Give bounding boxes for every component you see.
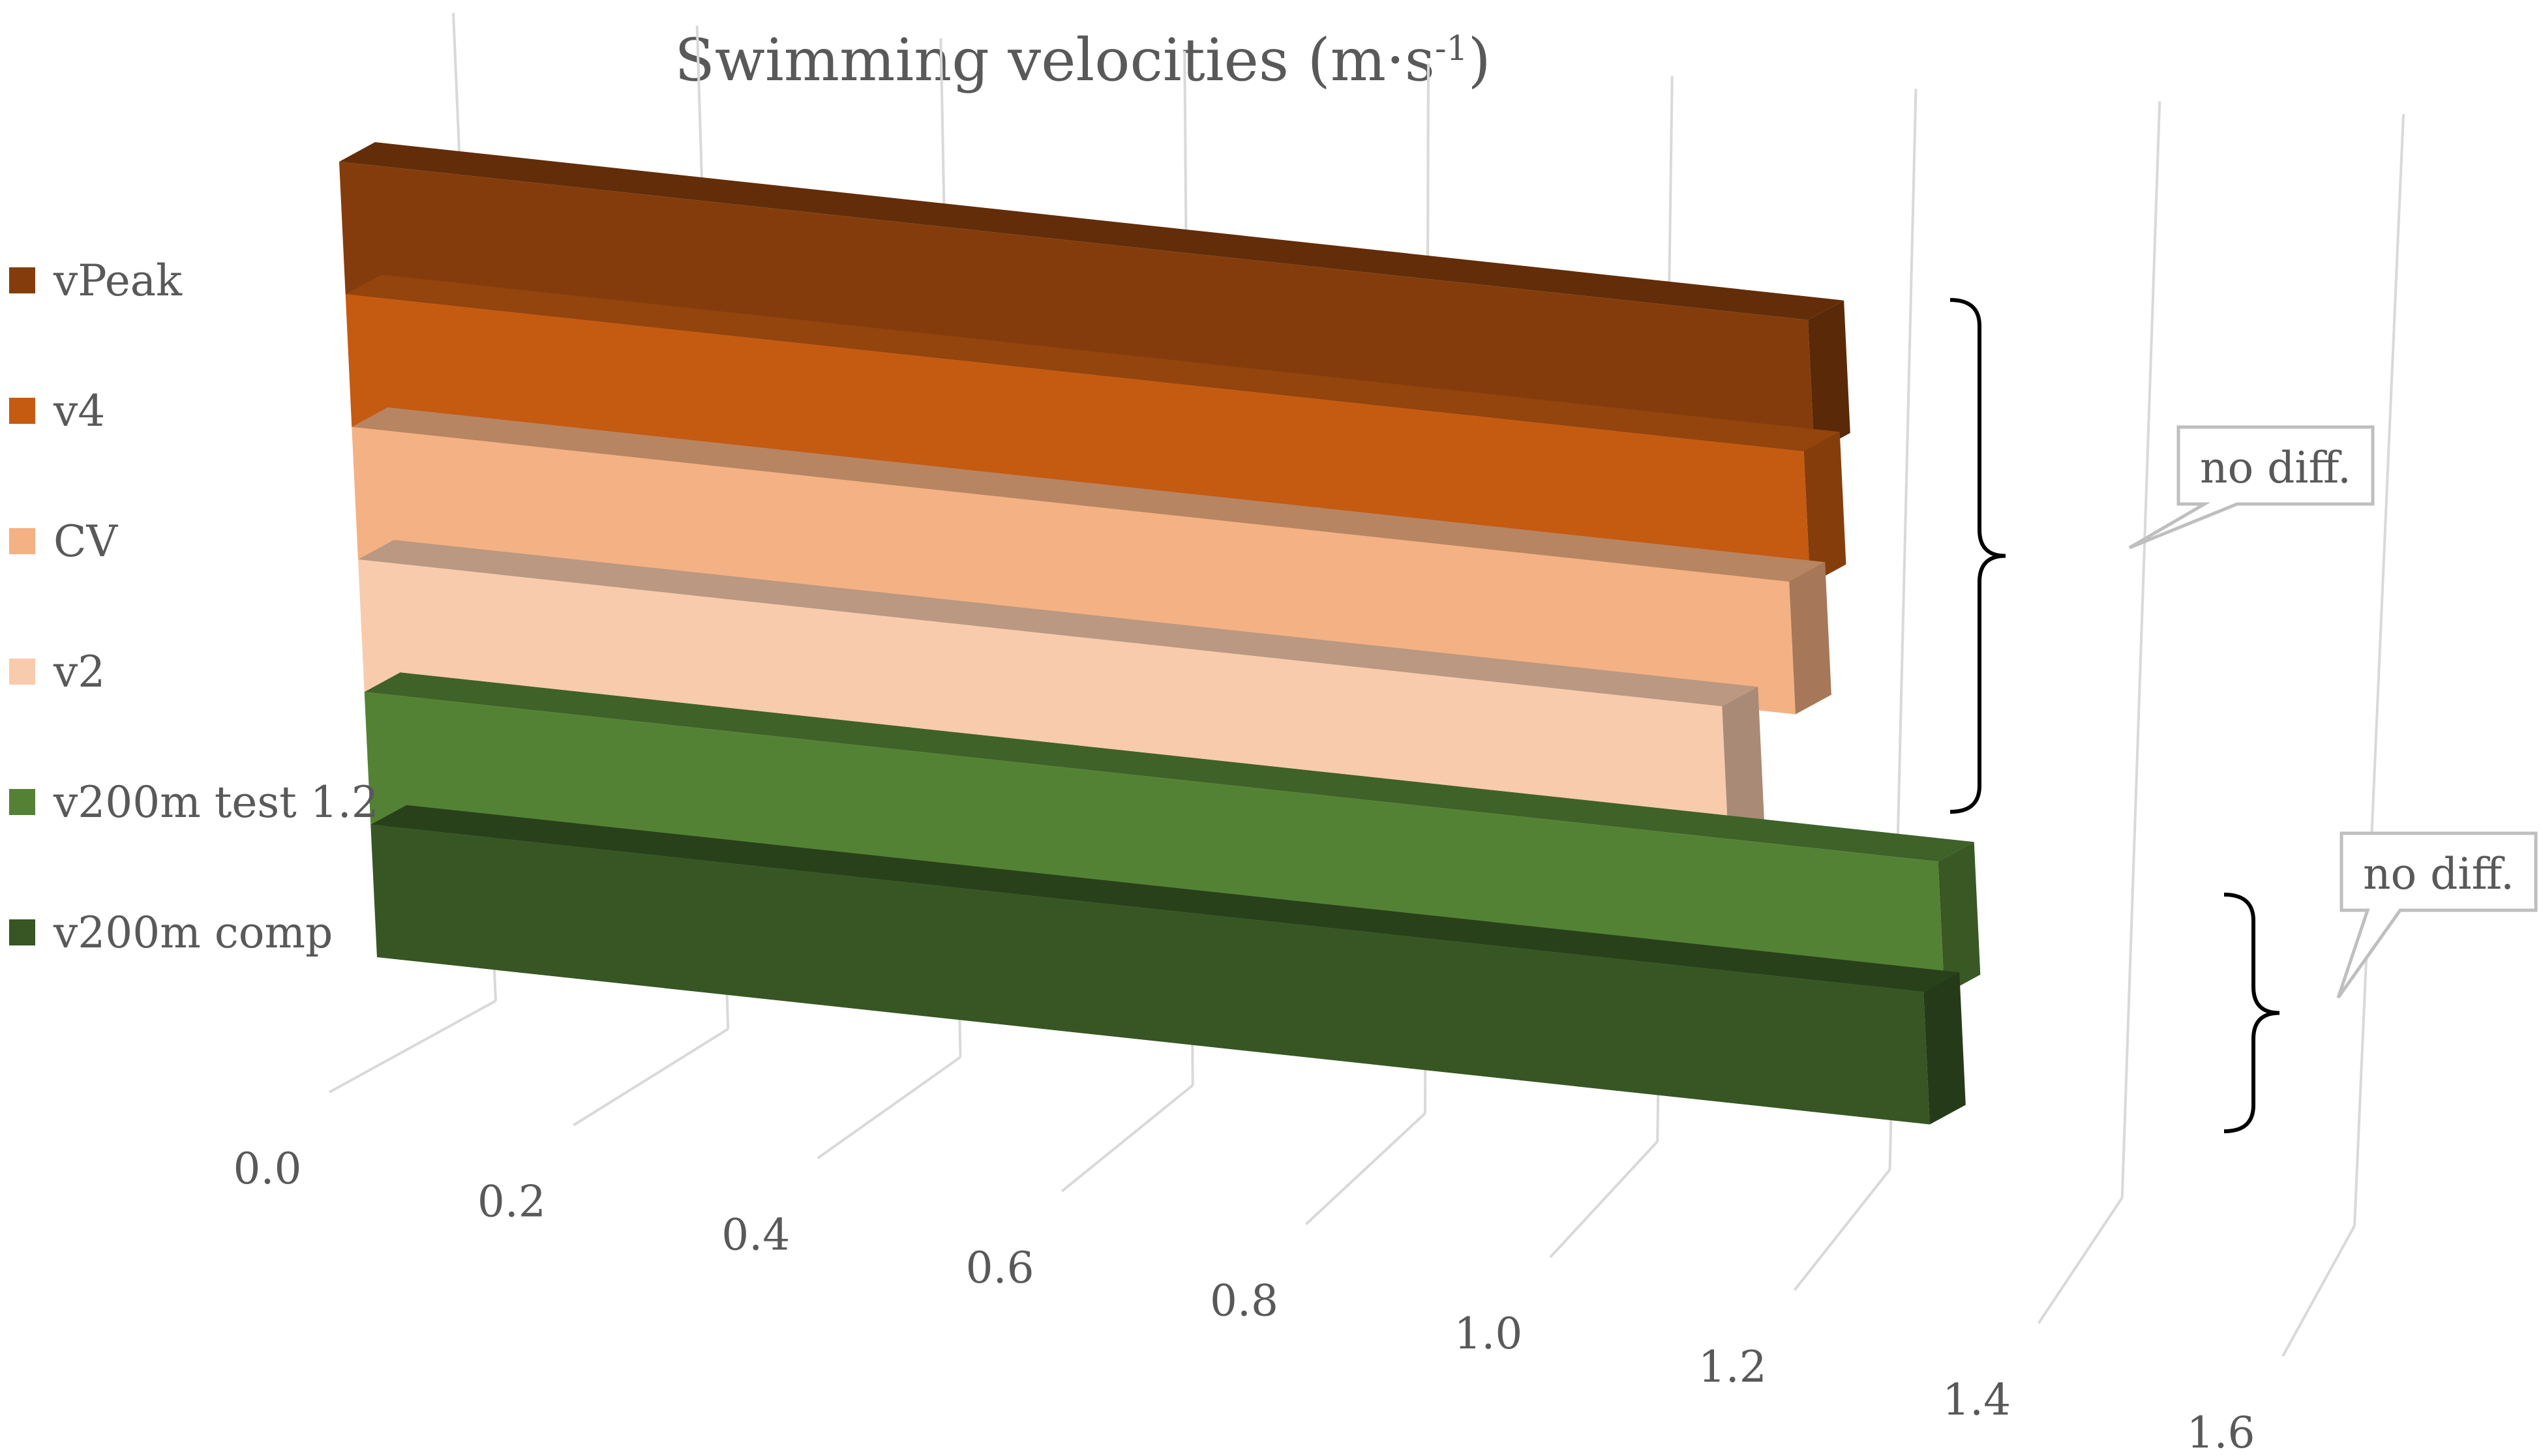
legend-swatch bbox=[9, 267, 35, 293]
chart-title-superscript: -1 bbox=[1434, 29, 1468, 68]
bars bbox=[339, 142, 1981, 1125]
x-tick-label: 0.4 bbox=[721, 1210, 790, 1260]
legend-item: v4 bbox=[9, 346, 379, 476]
legend-swatch bbox=[9, 789, 35, 815]
annotation-no-diff-orange: no diff. bbox=[1949, 298, 2375, 814]
bar bbox=[364, 672, 1981, 994]
chart-title-suffix: ) bbox=[1467, 26, 1491, 95]
x-tick-label: 1.0 bbox=[1454, 1309, 1522, 1359]
legend-swatch bbox=[9, 528, 35, 554]
legend-swatch bbox=[9, 659, 35, 685]
legend-label: v2 bbox=[53, 646, 106, 697]
annotations: no diff. no diff. bbox=[1949, 298, 2538, 1133]
x-tick-label: 0.2 bbox=[477, 1177, 546, 1227]
legend-swatch bbox=[9, 398, 35, 424]
legend-label: vPeak bbox=[53, 255, 183, 306]
x-tick-label: 1.6 bbox=[2187, 1408, 2255, 1456]
chart-title-text: Swimming velocities (m·s bbox=[674, 26, 1435, 95]
gridline bbox=[2037, 101, 2161, 1324]
legend-item: CV bbox=[9, 476, 379, 606]
x-tick-label: 0.8 bbox=[1210, 1276, 1278, 1326]
legend-label: CV bbox=[53, 516, 118, 567]
x-tick-labels: 0.0 0.2 0.4 0.6 0.8 1.0 1.2 1.4 1.6 bbox=[233, 1144, 2255, 1456]
x-tick-label: 1.4 bbox=[1942, 1374, 2011, 1425]
legend-label: v200m test 1.2 bbox=[53, 777, 379, 827]
bar bbox=[345, 275, 1846, 584]
annotation-text: no diff. bbox=[2363, 849, 2514, 899]
legend: vPeak v4 CV v2 v200m test 1.2 v200m comp bbox=[9, 215, 379, 998]
gridline bbox=[2281, 113, 2405, 1357]
legend-label: v4 bbox=[53, 385, 106, 436]
annotation-text: no diff. bbox=[2200, 443, 2351, 493]
bar bbox=[352, 407, 1831, 715]
annotation-no-diff-green: no diff. bbox=[2223, 831, 2538, 1133]
bar bbox=[370, 805, 1966, 1125]
x-tick-label: 1.2 bbox=[1698, 1342, 1767, 1392]
legend-item: v2 bbox=[9, 606, 379, 737]
bar bbox=[339, 142, 1850, 453]
legend-swatch bbox=[9, 919, 35, 945]
legend-item: vPeak bbox=[9, 215, 379, 346]
bar bbox=[358, 540, 1764, 839]
legend-label: v200m comp bbox=[53, 907, 333, 958]
x-tick-label: 0.6 bbox=[966, 1243, 1034, 1293]
x-tick-label: 0.0 bbox=[233, 1144, 302, 1194]
chart-title: Swimming velocities (m·s-1) bbox=[0, 26, 2165, 95]
legend-item: v200m test 1.2 bbox=[9, 737, 379, 867]
legend-item: v200m comp bbox=[9, 867, 379, 998]
